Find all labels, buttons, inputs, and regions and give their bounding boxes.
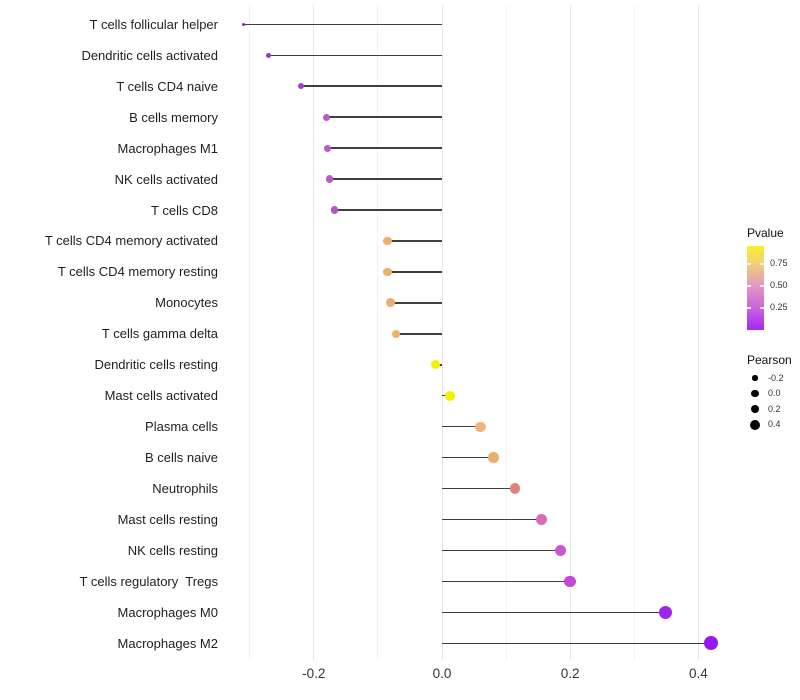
lollipop-stem <box>300 85 442 87</box>
y-axis-label: Macrophages M2 <box>117 635 218 651</box>
y-axis-label: T cells regulatory Tregs <box>79 573 218 589</box>
x-tick-label: 0.4 <box>689 666 708 681</box>
major-gridline <box>313 5 315 660</box>
lollipop-stem <box>442 642 712 645</box>
lollipop-stem <box>442 580 571 583</box>
lollipop-dot <box>444 390 455 401</box>
y-axis-label: B cells naive <box>145 450 218 466</box>
major-gridline <box>569 5 571 660</box>
lollipop-dot <box>383 236 392 246</box>
lollipop-dot <box>297 83 305 90</box>
lollipop-dot <box>383 267 392 277</box>
lollipop-stem <box>442 456 494 459</box>
y-axis-label: Mast cells resting <box>117 512 218 527</box>
y-axis-label: Neutrophils <box>152 481 218 497</box>
pearson-size-label: -0.2 <box>768 372 784 383</box>
lollipop-dot <box>325 175 333 183</box>
lollipop-stem <box>327 147 442 149</box>
lollipop-stem <box>442 549 561 552</box>
y-axis-label: Plasma cells <box>145 419 218 435</box>
pvalue-legend-title: Pvalue <box>747 226 784 240</box>
y-axis-label: NK cells activated <box>114 171 218 187</box>
major-gridline <box>697 5 699 660</box>
y-axis-label: Mast cells activated <box>104 388 218 404</box>
lollipop-stem <box>329 178 442 180</box>
colorbar-tick-mark <box>747 307 751 309</box>
y-axis-label: Dendritic cells resting <box>94 357 218 373</box>
lollipop-stem <box>442 518 542 521</box>
x-tick-label: 0.0 <box>432 666 452 681</box>
x-tick-label: 0.2 <box>560 666 580 681</box>
lollipop-stem <box>442 611 666 614</box>
lollipop-dot <box>430 360 441 370</box>
lollipop-dot <box>535 514 547 525</box>
pearson-size-dot <box>750 419 760 430</box>
lollipop-stem <box>387 240 442 242</box>
lollipop-dot <box>475 421 486 432</box>
pearson-size-dot <box>751 389 759 398</box>
lollipop-dot <box>488 452 499 463</box>
y-axis-label: T cells CD8 <box>151 202 218 218</box>
y-axis-label: B cells memory <box>129 109 218 125</box>
lollipop-dot <box>658 605 672 619</box>
colorbar-tick-mark <box>760 285 764 287</box>
colorbar-tick-mark <box>747 263 751 265</box>
colorbar-tick-label: 0.25 <box>770 302 788 313</box>
pearson-legend-title: Pearson <box>747 353 792 367</box>
lollipop-dot <box>391 329 401 339</box>
colorbar-tick-mark <box>747 285 751 287</box>
pearson-size-dot <box>752 375 758 381</box>
y-axis-label: T cells CD4 naive <box>116 78 218 94</box>
pvalue-colorbar <box>747 246 764 330</box>
y-axis-label: Macrophages M0 <box>117 604 218 620</box>
minor-gridline <box>377 5 379 660</box>
pearson-size-dot <box>750 404 760 414</box>
y-axis-label: NK cells resting <box>127 542 218 558</box>
lollipop-stem <box>326 116 442 118</box>
lollipop-dot <box>266 52 272 58</box>
lollipop-dot <box>241 22 246 27</box>
y-axis-label: Dendritic cells activated <box>81 47 218 63</box>
y-axis-label: T cells gamma delta <box>101 326 218 342</box>
pearson-size-label: 0.2 <box>768 403 781 414</box>
pearson-size-label: 0.4 <box>768 419 781 429</box>
lollipop-dot <box>564 575 576 588</box>
lollipop-dot <box>324 144 332 152</box>
minor-gridline <box>633 5 635 660</box>
lollipop-dot <box>704 636 719 651</box>
lollipop-dot <box>509 483 521 494</box>
minor-gridline <box>505 5 507 660</box>
lollipop-stem <box>334 209 442 211</box>
y-axis-label: T cells CD4 memory activated <box>44 233 218 249</box>
y-axis-label: Monocytes <box>155 295 218 311</box>
y-axis-label: Macrophages M1 <box>117 140 218 156</box>
pearson-size-label: 0.0 <box>768 388 781 398</box>
major-gridline <box>441 5 443 660</box>
lollipop-dot <box>330 206 338 214</box>
x-tick-label: -0.2 <box>302 666 326 681</box>
y-axis-label: T cells CD4 memory resting <box>57 264 218 280</box>
lollipop-stem <box>243 23 442 26</box>
y-axis-label: T cells follicular helper <box>89 16 218 32</box>
colorbar-tick-mark <box>760 263 764 265</box>
colorbar-tick-mark <box>760 307 764 309</box>
lollipop-stem <box>442 487 516 490</box>
lollipop-stem <box>387 271 442 273</box>
lollipop-stem <box>395 333 442 335</box>
lollipop-stem <box>390 302 442 304</box>
lollipop-dot <box>323 113 331 121</box>
lollipop-dot <box>554 544 567 557</box>
lollipop-stem <box>268 54 442 56</box>
minor-gridline <box>249 5 251 660</box>
lollipop-stem <box>442 425 481 428</box>
colorbar-tick-label: 0.50 <box>770 280 788 291</box>
lollipop-dot <box>386 298 396 308</box>
colorbar-tick-label: 0.75 <box>770 258 788 269</box>
